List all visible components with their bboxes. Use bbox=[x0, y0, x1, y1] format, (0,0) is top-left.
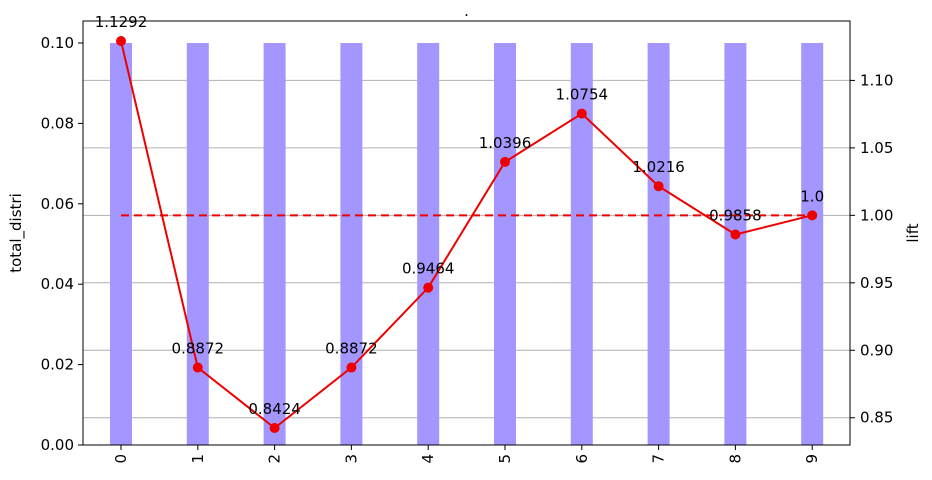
lift-point-4 bbox=[423, 282, 434, 293]
x-tick-label-5: 5 bbox=[496, 454, 514, 464]
x-axis: 0 1 2 3 4 5 6 7 8 9 bbox=[112, 445, 821, 464]
lift-point-0 bbox=[116, 36, 126, 46]
x-tick-label-4: 4 bbox=[419, 454, 437, 464]
x-tick-label-6: 6 bbox=[573, 454, 591, 464]
data-label-3: 0.8872 bbox=[325, 340, 378, 358]
bar-1 bbox=[186, 43, 209, 445]
right-tick-label-2: 0.95 bbox=[860, 274, 893, 292]
bar-3 bbox=[340, 43, 363, 445]
right-tick-label-5: 1.10 bbox=[860, 71, 893, 89]
right-tick-label-3: 1.00 bbox=[860, 206, 893, 224]
plot-frame bbox=[82, 20, 851, 446]
data-label-9: 1.0 bbox=[800, 187, 824, 205]
bar-9 bbox=[801, 43, 824, 445]
lift-point-9 bbox=[807, 210, 818, 221]
data-label-5: 1.0396 bbox=[479, 134, 532, 152]
right-tick-label-1: 0.90 bbox=[860, 341, 893, 359]
right-axis: 0.85 0.90 0.95 1.00 1.05 1.10 bbox=[850, 71, 893, 427]
bar-6 bbox=[570, 43, 593, 445]
data-labels: 1.1292 0.8872 0.8424 0.8872 0.9464 1.0396 1.07… bbox=[95, 13, 824, 418]
lift-point-8 bbox=[730, 229, 741, 240]
lift-line bbox=[116, 36, 818, 433]
data-label-8: 0.9858 bbox=[709, 206, 762, 224]
lift-point-6 bbox=[576, 108, 587, 119]
lift-point-7 bbox=[653, 181, 664, 192]
left-axis: 0.00 0.02 0.04 0.06 0.08 0.10 bbox=[41, 34, 83, 454]
right-tick-label-0: 0.85 bbox=[860, 409, 893, 427]
left-axis-title: total_distri bbox=[7, 193, 26, 273]
chart-title: . bbox=[464, 2, 469, 20]
x-tick-label-7: 7 bbox=[650, 454, 668, 464]
bar-8 bbox=[724, 43, 747, 445]
x-tick-label-2: 2 bbox=[266, 454, 284, 464]
data-label-6: 1.0754 bbox=[556, 86, 609, 104]
data-label-4: 0.9464 bbox=[402, 260, 455, 278]
left-tick-label-0: 0.00 bbox=[41, 436, 74, 454]
lift-point-5 bbox=[500, 156, 510, 167]
lift-point-2 bbox=[269, 422, 280, 433]
lift-point-3 bbox=[346, 362, 357, 373]
bars bbox=[110, 43, 824, 445]
right-axis-title: lift bbox=[904, 223, 922, 242]
grid-lines bbox=[83, 79, 850, 419]
bar-0 bbox=[110, 43, 132, 445]
x-tick-label-9: 9 bbox=[803, 454, 821, 464]
x-tick-label-0: 0 bbox=[112, 454, 130, 464]
data-label-0: 1.1292 bbox=[95, 13, 148, 31]
left-tick-label-1: 0.02 bbox=[41, 356, 74, 374]
data-label-1: 0.8872 bbox=[172, 340, 225, 358]
left-tick-label-3: 0.06 bbox=[41, 195, 74, 213]
x-tick-label-1: 1 bbox=[189, 454, 207, 464]
lift-polyline bbox=[120, 40, 813, 430]
data-label-2: 0.8424 bbox=[248, 400, 301, 418]
lift-point-1 bbox=[192, 362, 203, 373]
left-tick-label-5: 0.10 bbox=[41, 34, 74, 52]
bar-4 bbox=[417, 43, 440, 445]
x-tick-label-8: 8 bbox=[726, 454, 744, 464]
data-label-7: 1.0216 bbox=[632, 158, 685, 176]
bar-2 bbox=[263, 43, 286, 445]
x-tick-label-3: 3 bbox=[342, 454, 360, 464]
left-tick-label-2: 0.04 bbox=[41, 275, 74, 293]
right-tick-label-4: 1.05 bbox=[860, 139, 893, 157]
left-tick-label-4: 0.08 bbox=[41, 114, 74, 132]
bar-7 bbox=[647, 43, 670, 445]
bar-5 bbox=[494, 43, 516, 445]
